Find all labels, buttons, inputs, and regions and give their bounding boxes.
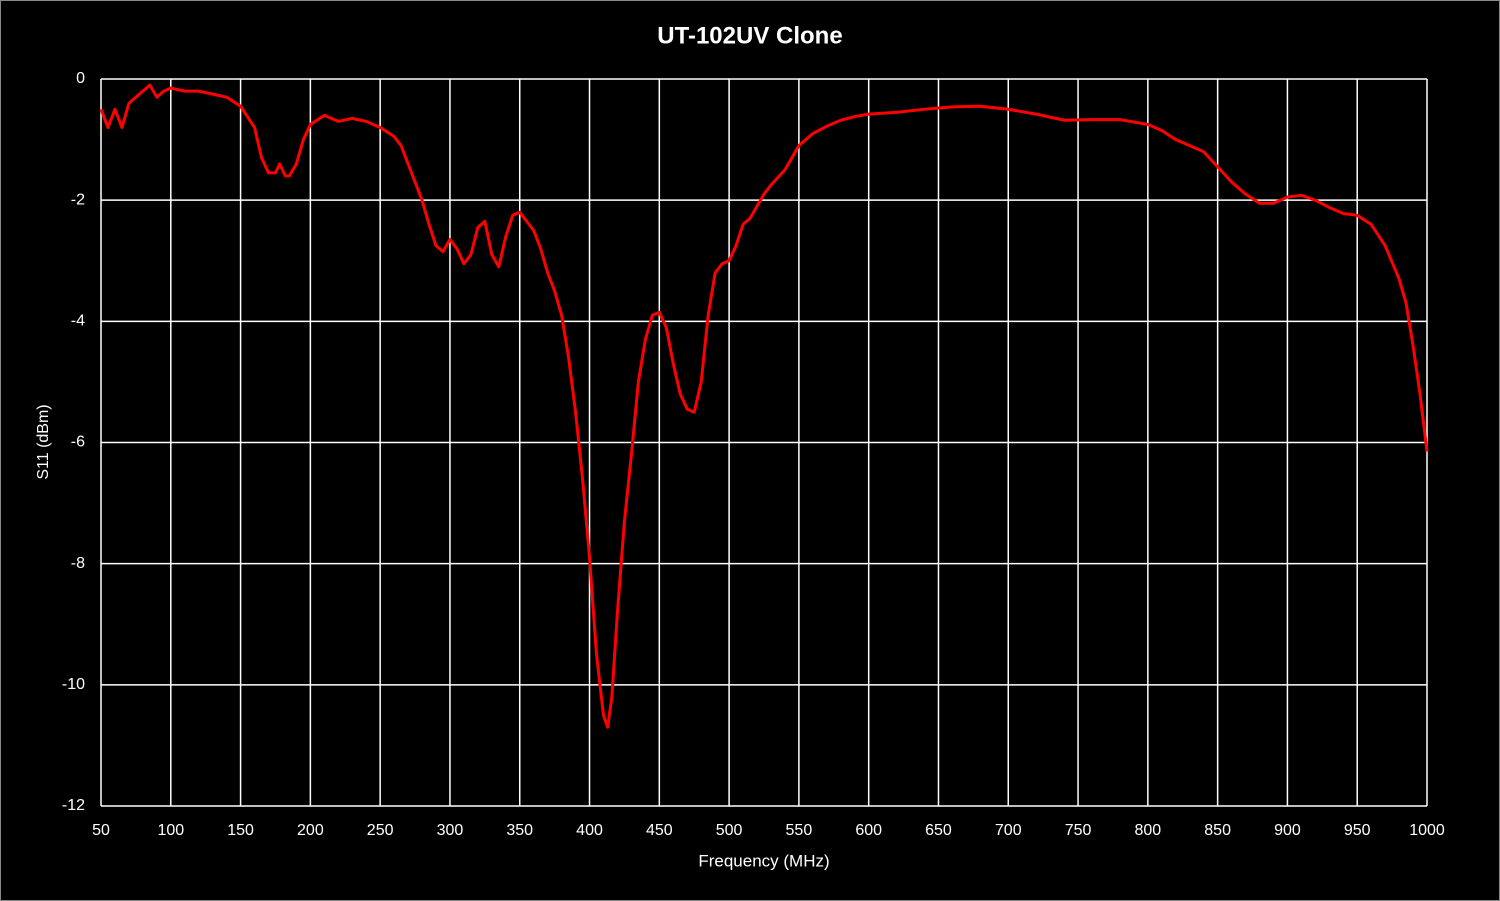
x-tick-label: 900 (1274, 822, 1301, 839)
y-tick-label: -4 (71, 313, 85, 330)
y-tick-label: -8 (71, 555, 85, 572)
x-tick-label: 100 (157, 822, 184, 839)
x-tick-label: 850 (1204, 822, 1231, 839)
y-tick-label: -2 (71, 191, 85, 208)
x-tick-label: 1000 (1409, 822, 1445, 839)
y-tick-label: -12 (62, 797, 85, 814)
x-tick-label: 250 (367, 822, 394, 839)
x-tick-label: 400 (576, 822, 603, 839)
y-tick-label: 0 (76, 70, 85, 87)
x-tick-label: 700 (995, 822, 1022, 839)
x-tick-label: 350 (506, 822, 533, 839)
chart-title: UT-102UV Clone (657, 22, 842, 49)
x-tick-label: 300 (437, 822, 464, 839)
x-tick-label: 600 (855, 822, 882, 839)
x-tick-label: 50 (92, 822, 110, 839)
y-tick-label: -6 (71, 434, 85, 451)
y-axis-label: S11 (dBm) (35, 404, 52, 479)
x-tick-label: 200 (297, 822, 324, 839)
data-line (99, 83, 1429, 729)
x-tick-label: 500 (716, 822, 743, 839)
x-tick-label: 950 (1344, 822, 1371, 839)
x-tick-label: 550 (786, 822, 813, 839)
y-tick-label: -10 (62, 676, 85, 693)
x-tick-label: 650 (925, 822, 952, 839)
x-tick-label: 800 (1134, 822, 1161, 839)
x-tick-label: 450 (646, 822, 673, 839)
x-tick-label: 150 (227, 822, 254, 839)
x-axis-label: Frequency (MHz) (698, 851, 829, 870)
x-tick-label: 750 (1065, 822, 1092, 839)
